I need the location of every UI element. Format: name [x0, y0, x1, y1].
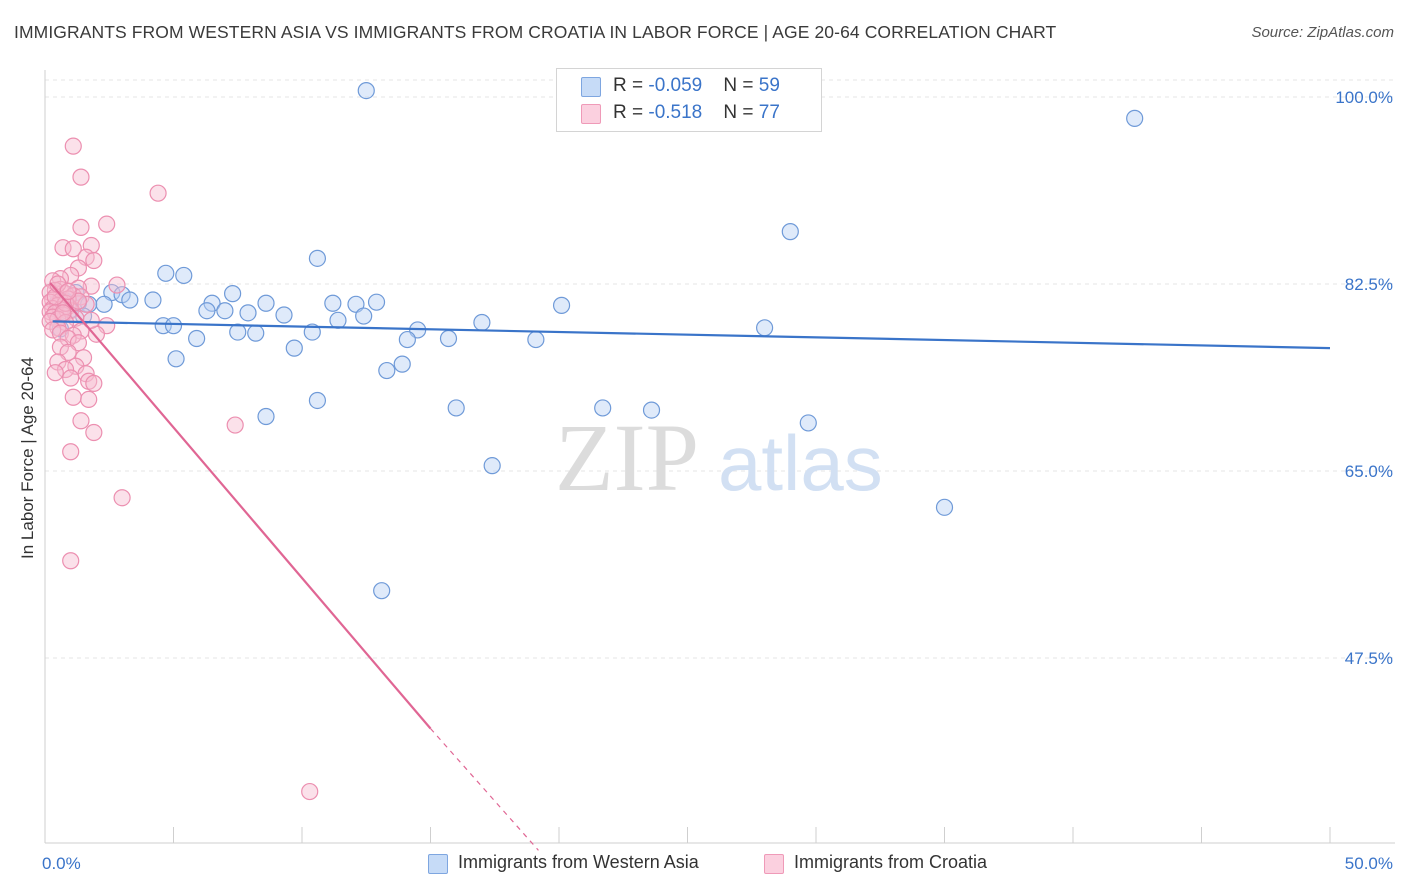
point-croatia [62, 552, 80, 570]
point-western-asia [594, 399, 612, 417]
point-western-asia [398, 330, 416, 349]
point-western-asia [473, 313, 491, 332]
point-western-asia [447, 399, 465, 417]
point-western-asia [308, 391, 327, 410]
bottom-legend-swatch-blue [428, 854, 448, 874]
y-axis-label: In Labor Force | Age 20-64 [18, 357, 37, 559]
chart-source: Source: ZipAtlas.com [1251, 24, 1394, 41]
point-western-asia [224, 285, 242, 303]
x-tick-label: 50.0% [1345, 854, 1393, 873]
point-croatia [46, 364, 64, 382]
point-croatia [85, 423, 103, 442]
point-croatia [113, 489, 131, 507]
trendline-western-asia [52, 320, 1331, 350]
bottom-legend-label: Immigrants from Croatia [794, 852, 988, 872]
point-croatia [64, 240, 82, 258]
legend-swatch-blue [581, 77, 601, 97]
point-western-asia [121, 291, 139, 309]
point-croatia [98, 215, 116, 233]
point-croatia [108, 276, 126, 294]
trendline-croatia [49, 282, 432, 730]
point-western-asia [799, 414, 817, 432]
point-western-asia [285, 339, 303, 357]
point-croatia [64, 137, 82, 155]
watermark-zip: ZIP [555, 404, 699, 511]
point-western-asia [527, 330, 545, 349]
point-western-asia [275, 306, 293, 324]
y-tick-label: 65.0% [1345, 462, 1393, 481]
legend-swatch-pink [581, 104, 601, 124]
point-western-asia [144, 291, 162, 309]
point-western-asia [935, 498, 954, 516]
point-croatia [56, 360, 75, 379]
point-western-asia [355, 307, 373, 325]
trendline-croatia-extension [430, 728, 539, 851]
point-western-asia [324, 294, 342, 312]
point-croatia [54, 304, 72, 322]
point-western-asia [167, 350, 185, 368]
y-tick-label: 82.5% [1345, 275, 1393, 294]
point-croatia [82, 277, 100, 295]
point-croatia [226, 416, 244, 434]
point-western-asia [329, 311, 347, 329]
legend-n-value: 77 [758, 102, 780, 123]
legend-n-label: N = [723, 75, 759, 96]
point-croatia [62, 369, 80, 387]
point-western-asia [367, 293, 386, 311]
point-croatia [85, 374, 103, 392]
point-western-asia [781, 223, 799, 241]
point-western-asia [95, 295, 113, 313]
legend-n-label: N = [723, 102, 759, 123]
point-western-asia [552, 296, 571, 314]
legend-n-value: 59 [758, 75, 780, 96]
point-western-asia [642, 401, 661, 419]
point-western-asia [378, 361, 396, 380]
point-western-asia [239, 304, 257, 322]
point-western-asia [1126, 109, 1144, 127]
point-western-asia [308, 249, 327, 267]
point-western-asia [247, 324, 265, 342]
point-croatia [64, 388, 82, 406]
point-western-asia [157, 264, 175, 282]
point-western-asia [257, 407, 275, 426]
point-western-asia [175, 266, 193, 285]
point-western-asia [483, 457, 501, 475]
point-croatia [72, 412, 90, 430]
x-tick-label: 0.0% [42, 854, 81, 873]
point-croatia [59, 282, 77, 301]
point-croatia [301, 782, 319, 801]
legend-r-value: -0.059 [648, 75, 703, 96]
legend-r-value: -0.518 [648, 102, 703, 123]
point-western-asia [357, 81, 375, 100]
point-western-asia [164, 317, 183, 335]
y-tick-label: 100.0% [1335, 88, 1393, 107]
bottom-legend-swatch-pink [764, 854, 784, 874]
point-western-asia [188, 329, 206, 348]
legend-r-label: R = [613, 102, 649, 123]
y-tick-label: 47.5% [1345, 649, 1393, 668]
point-croatia [85, 251, 103, 270]
watermark-atlas: atlas [718, 419, 883, 507]
point-western-asia [198, 302, 216, 320]
bottom-legend-label: Immigrants from Western Asia [458, 852, 699, 872]
point-western-asia [755, 319, 774, 337]
point-croatia [149, 184, 167, 202]
point-western-asia [229, 323, 247, 341]
point-western-asia [303, 323, 321, 341]
point-croatia [72, 218, 90, 236]
point-croatia [72, 168, 90, 186]
correlation-legend: R = -0.059 N = 59 R = -0.518 N = 77 [556, 68, 822, 132]
point-western-asia [439, 329, 458, 348]
chart-title: IMMIGRANTS FROM WESTERN ASIA VS IMMIGRAN… [14, 22, 1057, 42]
point-croatia [62, 443, 80, 461]
point-croatia [80, 390, 98, 409]
point-western-asia [393, 355, 411, 373]
point-western-asia [257, 294, 275, 312]
point-western-asia [216, 302, 234, 320]
point-western-asia [373, 582, 391, 600]
legend-r-label: R = [613, 75, 649, 96]
